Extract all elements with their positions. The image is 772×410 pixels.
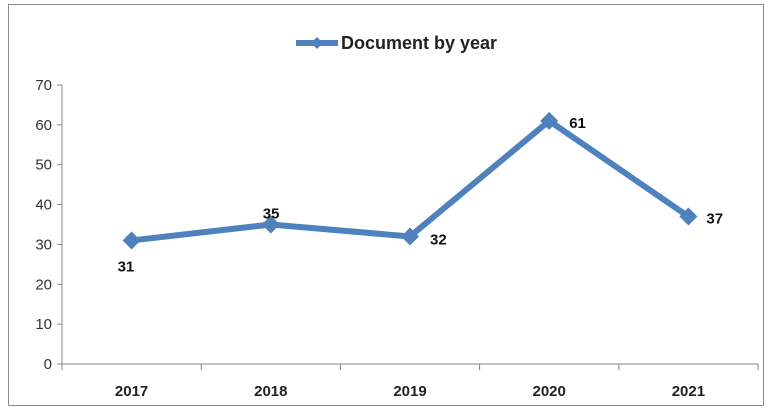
chart-legend: Document by year (296, 33, 497, 53)
data-label: 32 (430, 231, 447, 248)
y-tick-labels: 0 10 20 30 40 50 60 70 (35, 77, 52, 373)
y-tick-label: 70 (35, 77, 52, 94)
x-tick-label: 2019 (393, 383, 426, 400)
x-tick-label: 2020 (533, 383, 566, 400)
series-line (131, 117, 691, 244)
y-tick-label: 30 (35, 236, 52, 253)
data-point-marker (679, 207, 698, 226)
data-point-marker (261, 215, 280, 234)
data-point-marker (401, 227, 419, 246)
y-tick-label: 50 (35, 157, 52, 174)
x-tick-label: 2017 (115, 383, 148, 400)
data-point-marker (540, 111, 559, 130)
y-tick-label: 60 (35, 117, 52, 134)
x-tick-label: 2021 (672, 383, 705, 400)
data-series (122, 111, 698, 250)
data-labels: 31 35 32 61 37 (118, 115, 723, 276)
legend-diamond-marker (311, 37, 323, 49)
data-label: 61 (569, 115, 586, 132)
data-label: 37 (706, 211, 723, 228)
legend-label: Document by year (341, 33, 497, 53)
data-label: 35 (263, 206, 280, 223)
data-label: 31 (118, 258, 135, 275)
axes (57, 84, 759, 370)
y-tick-label: 10 (35, 316, 52, 333)
y-tick-label: 20 (35, 276, 52, 293)
data-point-marker (122, 231, 141, 250)
y-tick-label: 40 (35, 197, 52, 214)
chart-frame (8, 4, 764, 406)
x-tick-labels: 2017 2018 2019 2020 2021 (115, 383, 705, 400)
y-tick-label: 0 (44, 356, 52, 373)
x-tick-label: 2018 (254, 383, 287, 400)
